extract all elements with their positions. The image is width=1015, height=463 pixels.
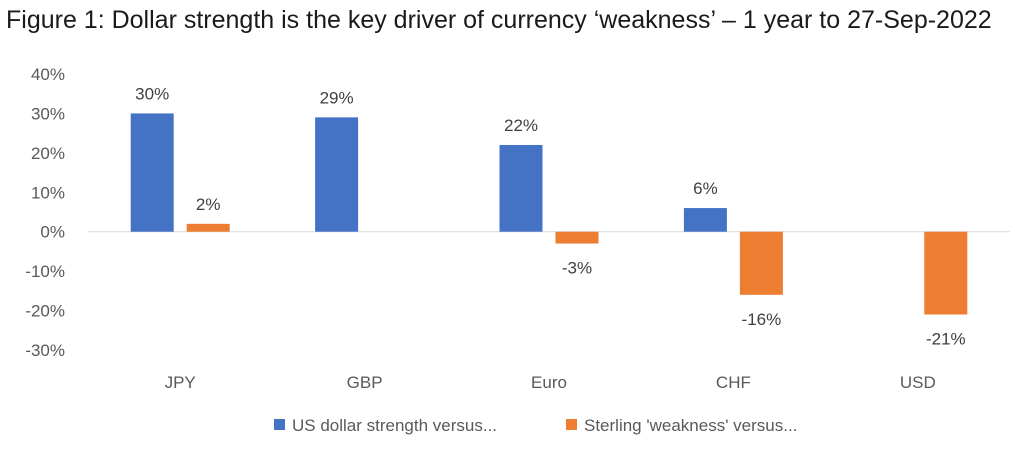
bar-sterling-usd — [924, 231, 968, 315]
legend: US dollar strength versus... Sterling 'we… — [274, 416, 797, 435]
y-tick-label: -20% — [25, 302, 65, 321]
data-label: 29% — [320, 88, 354, 107]
legend-swatch — [566, 419, 577, 430]
bars — [130, 113, 968, 315]
data-label: -3% — [562, 259, 592, 278]
bar-us-gbp — [315, 117, 359, 232]
x-axis: JPY GBP Euro CHF USD — [88, 231, 1010, 392]
data-label: 6% — [693, 179, 718, 198]
data-label: -21% — [926, 330, 966, 349]
bar-us-euro — [499, 144, 543, 232]
y-tick-label: 20% — [31, 144, 65, 163]
x-category-label: CHF — [716, 373, 751, 392]
y-tick-label: 10% — [31, 183, 65, 202]
legend-label: US dollar strength versus... — [292, 416, 497, 435]
data-label: -16% — [742, 310, 782, 329]
data-label: 2% — [196, 195, 221, 214]
x-category-label: JPY — [165, 373, 196, 392]
chart-title: Figure 1: Dollar strength is the key dri… — [6, 6, 992, 34]
legend-label: Sterling 'weakness' versus... — [584, 416, 797, 435]
data-label: 30% — [135, 84, 169, 103]
bar-sterling-euro — [555, 231, 599, 244]
data-labels: 30% 29% 22% 6% 2% -3% -16% -21% — [135, 84, 965, 348]
bar-us-chf — [683, 208, 727, 232]
y-tick-label: -30% — [25, 341, 65, 360]
x-category-label: USD — [900, 373, 936, 392]
x-category-label: Euro — [531, 373, 567, 392]
x-category-label: GBP — [347, 373, 383, 392]
y-tick-label: 0% — [40, 223, 65, 242]
y-tick-label: 40% — [31, 65, 65, 84]
y-axis: 40% 30% 20% 10% 0% -10% -20% -30% — [25, 65, 65, 360]
bar-sterling-chf — [739, 231, 783, 295]
bar-sterling-jpy — [186, 223, 230, 232]
bar-us-jpy — [130, 113, 174, 232]
y-tick-label: 30% — [31, 104, 65, 123]
legend-swatch — [274, 419, 285, 430]
y-tick-label: -10% — [25, 262, 65, 281]
data-label: 22% — [504, 116, 538, 135]
